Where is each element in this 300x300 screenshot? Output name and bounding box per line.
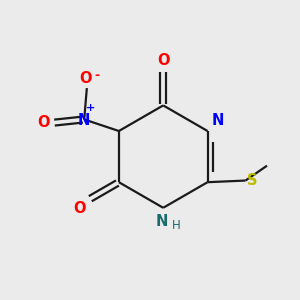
- Text: O: O: [157, 53, 169, 68]
- Text: O: O: [79, 71, 92, 86]
- Text: N: N: [155, 214, 168, 229]
- Text: +: +: [85, 103, 95, 113]
- Text: O: O: [74, 201, 86, 216]
- Text: -: -: [94, 69, 99, 82]
- Text: N: N: [78, 112, 90, 128]
- Text: O: O: [38, 115, 50, 130]
- Text: H: H: [172, 219, 180, 232]
- Text: S: S: [247, 173, 257, 188]
- Text: N: N: [212, 113, 224, 128]
